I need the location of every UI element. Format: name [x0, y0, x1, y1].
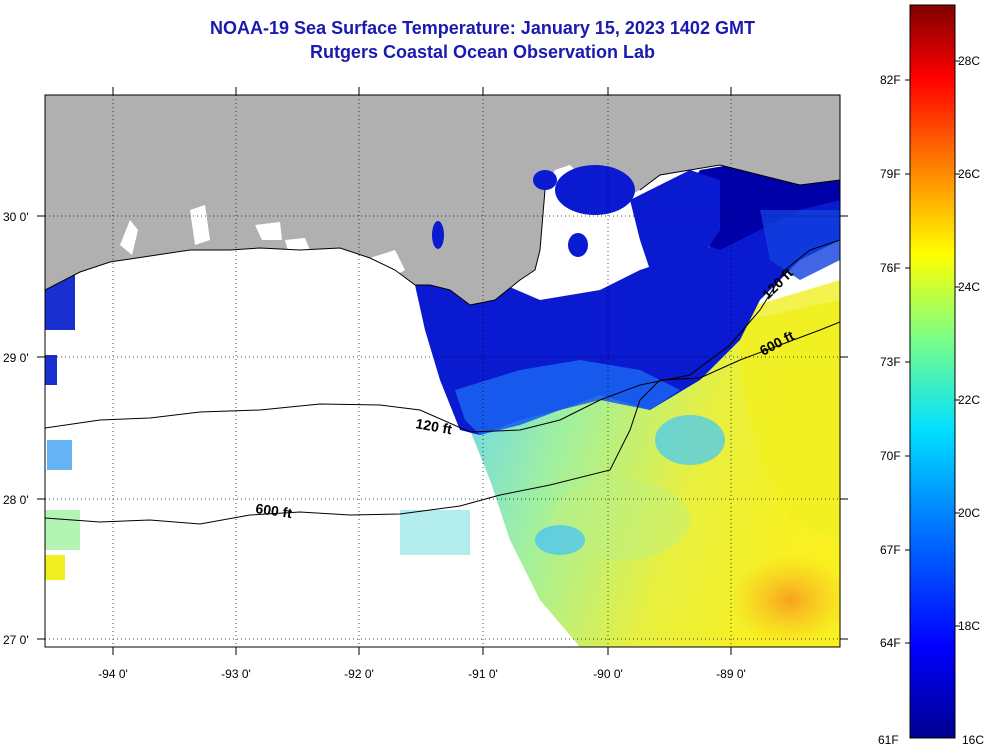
colorbar-c-label: 28C [958, 54, 980, 68]
colorbar-f-label: 67F [880, 543, 901, 557]
colorbar-c-label: 20C [958, 506, 980, 520]
colorbar-f-label: 73F [880, 355, 901, 369]
colorbar-c-label: 22C [958, 393, 980, 407]
colorbar-c-label: 24C [958, 280, 980, 294]
colorbar [909, 4, 956, 739]
lat-label: 27 0' [3, 633, 29, 647]
contour-120 [45, 239, 840, 433]
colorbar-c-label: 26C [958, 167, 980, 181]
colorbar-f-label: 76F [880, 261, 901, 275]
land [45, 95, 840, 305]
grid [45, 95, 840, 647]
lon-label: -94 0' [98, 667, 128, 681]
contour-label-120-west: 120 ft [414, 415, 453, 437]
map-title: NOAA-19 Sea Surface Temperature: January… [210, 18, 755, 38]
colorbar-ticks [905, 60, 960, 644]
coastline [45, 247, 416, 291]
lat-label: 30 0' [3, 210, 29, 224]
colorbar-c-label: 18C [958, 619, 980, 633]
lon-label: -92 0' [344, 667, 374, 681]
lon-label: -90 0' [593, 667, 623, 681]
lat-label: 29 0' [3, 351, 29, 365]
lat-label: 28 0' [3, 493, 29, 507]
colorbar-f-label: 79F [880, 167, 901, 181]
colorbar-f-label: 61F [878, 733, 899, 747]
map-subtitle: Rutgers Coastal Ocean Observation Lab [309, 42, 656, 62]
lon-label: -93 0' [221, 667, 251, 681]
contour-600 [45, 321, 840, 525]
lon-label: -91 0' [468, 667, 498, 681]
colorbar-c-label: 16C [962, 733, 984, 747]
axis-ticks [37, 87, 848, 655]
colorbar-f-label: 82F [880, 73, 901, 87]
lon-label: -89 0' [716, 667, 746, 681]
colorbar-f-label: 70F [880, 449, 901, 463]
contour-label-600-west: 600 ft [255, 500, 294, 521]
colorbar-f-label: 64F [880, 636, 901, 650]
plot-frame [44, 94, 841, 648]
